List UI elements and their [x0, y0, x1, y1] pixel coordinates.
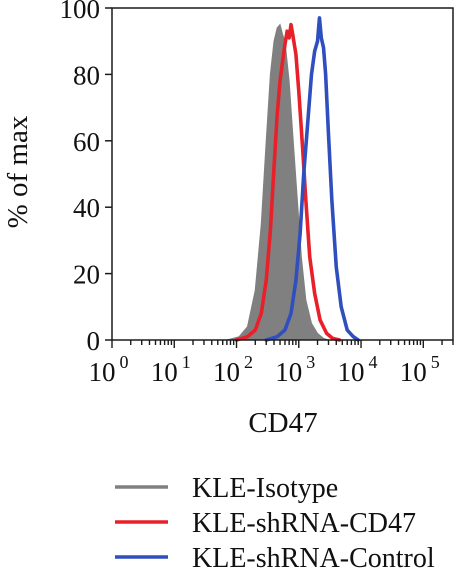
y-tick-label: 40 [73, 193, 100, 223]
x-tick-label: 10 [151, 357, 178, 387]
y-tick-label: 20 [73, 260, 100, 290]
x-tick-exponent: 1 [182, 352, 191, 372]
series-layer [226, 16, 360, 342]
plot-frame [111, 7, 454, 341]
x-tick-label: 10 [213, 357, 240, 387]
x-tick-exponent: 2 [244, 352, 253, 372]
legend: KLE-Isotype KLE-shRNA-CD47 KLE-shRNA-Contr… [115, 473, 435, 574]
series-kle-shrna-control-line [264, 16, 360, 342]
x-tick-exponent: 0 [120, 352, 129, 372]
legend-label-kle-shrna-control: KLE-shRNA-Control [192, 543, 435, 574]
x-axis: 10 0 10 1 10 2 10 3 10 4 10 5 [89, 340, 454, 387]
series-kle-shrna-cd47-line [234, 22, 342, 342]
y-tick-label: 60 [73, 127, 100, 157]
x-tick-exponent: 4 [369, 352, 378, 372]
x-tick-label: 10 [89, 357, 116, 387]
x-axis-label: CD47 [248, 407, 317, 439]
x-tick-label: 10 [275, 357, 302, 387]
x-tick-label: 10 [338, 357, 365, 387]
series-kle-isotype-area [226, 23, 329, 341]
legend-label-kle-shrna-cd47: KLE-shRNA-CD47 [192, 508, 416, 539]
y-axis: 0 20 40 60 80 100 [60, 0, 112, 356]
x-tick-exponent: 5 [431, 352, 440, 372]
x-tick-exponent: 3 [306, 352, 315, 372]
y-tick-label: 100 [60, 0, 101, 24]
y-tick-label: 0 [87, 326, 101, 356]
legend-label-kle-isotype: KLE-Isotype [192, 473, 338, 504]
x-tick-label: 10 [400, 357, 427, 387]
y-tick-label: 80 [73, 60, 100, 90]
y-axis-label: % of max [2, 115, 34, 228]
